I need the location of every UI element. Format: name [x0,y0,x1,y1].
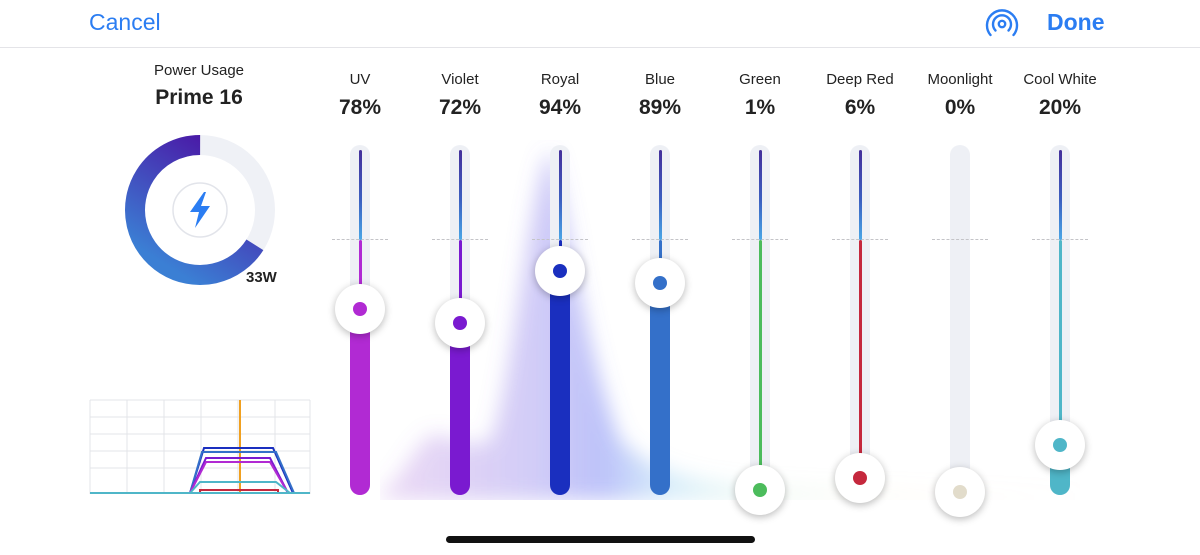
slider-range-line [859,240,862,478]
channel-value: 94% [538,96,582,119]
channel-name: Cool White [1023,71,1097,88]
slider-fill [450,322,470,495]
slider-knob[interactable] [935,467,985,517]
broadcast-icon[interactable] [984,8,1020,38]
home-indicator [446,536,755,543]
slider-range-line [759,240,762,490]
channel-value: 89% [638,96,682,119]
slider-knob[interactable] [835,452,885,503]
schedule-preview-chart[interactable] [88,396,312,498]
channel-value: 78% [338,96,382,119]
slider-knob[interactable] [635,257,685,308]
power-gauge [125,135,275,285]
channel-value: 1% [744,96,776,119]
channel-value: 72% [438,96,482,119]
slider-knob[interactable] [535,246,585,297]
channel-green: Green 1% [710,0,810,555]
channel-name: Royal [540,71,580,88]
wattage-value: 33W [246,269,277,286]
slider-boost-range [1059,150,1062,240]
knob-dot [953,485,967,499]
slider-fill [550,271,570,495]
slider-knob[interactable] [1035,420,1085,470]
slider-knob[interactable] [435,297,485,348]
channel-violet: Violet 72% [410,0,510,555]
channel-name: Blue [644,71,676,88]
knob-dot [353,301,367,316]
channel-royal: Royal 94% [510,0,610,555]
power-usage-label: Power Usage [153,62,245,79]
channel-moonlight: Moonlight 0% [910,0,1010,555]
knob-dot [1053,438,1067,452]
channel-blue: Blue 89% [610,0,710,555]
knob-dot [453,315,467,330]
knob-dot [653,275,667,290]
channel-name: UV [349,71,371,88]
cancel-button[interactable]: Cancel [89,9,161,35]
device-name: Prime 16 [155,86,243,109]
slider-boost-range [359,150,362,240]
slider-knob[interactable] [735,464,785,515]
knob-dot [553,264,567,279]
channel-cool-white: Cool White 20% [1010,0,1110,555]
slider-boost-range [459,150,462,240]
slider-boost-range [659,150,662,240]
slider-boost-range [859,150,862,240]
slider-fill [350,308,370,495]
channel-value: 20% [1038,96,1082,119]
top-bar: Cancel Done [0,0,1200,48]
slider-track[interactable] [950,145,970,495]
channel-name: Violet [441,71,479,88]
channel-value: 6% [844,96,876,119]
channel-name: Moonlight [927,71,993,88]
slider-range-line [359,240,362,309]
done-button[interactable]: Done [1047,9,1105,35]
lightning-bolt-icon [190,192,210,228]
channel-name: Green [739,71,781,88]
slider-boost-range [759,150,762,240]
channel-uv: UV 78% [310,0,410,555]
slider-fill [650,282,670,495]
knob-dot [853,470,867,485]
knob-dot [753,482,767,497]
slider-range-line [459,240,462,323]
slider-boost-range [559,150,562,240]
channel-deep-red: Deep Red 6% [810,0,910,555]
slider-knob[interactable] [335,283,385,334]
slider-range-line [1059,240,1062,445]
channel-name: Deep Red [826,71,894,88]
max-marker [932,239,988,240]
channel-value: 0% [944,96,976,119]
